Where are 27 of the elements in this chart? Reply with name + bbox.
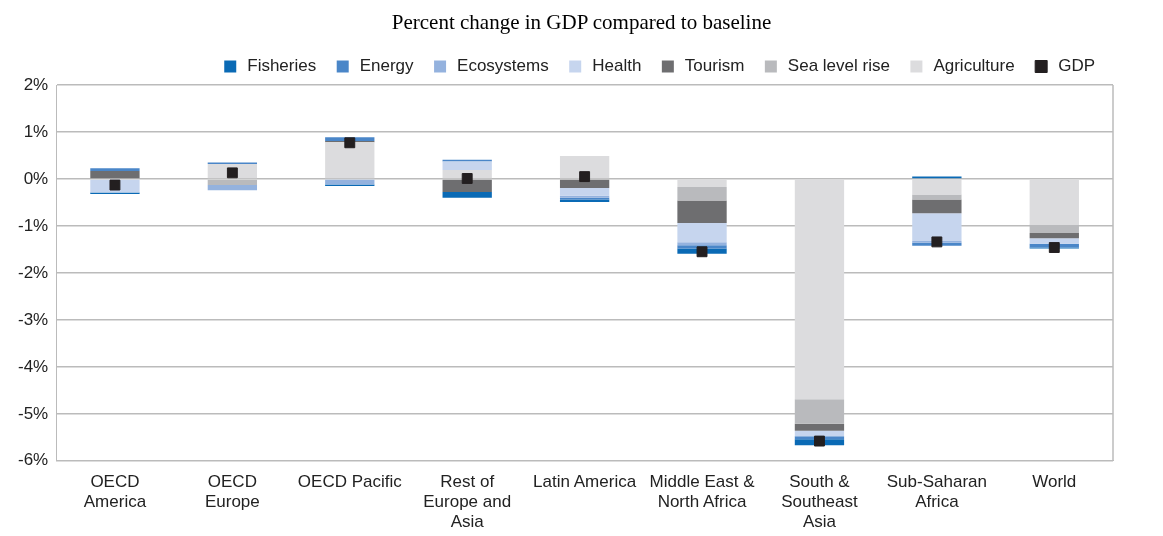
y-tick-label: -6%: [18, 450, 49, 470]
legend-label: Health: [592, 56, 642, 76]
legend-label: Fisheries: [247, 56, 317, 76]
y-tick-label: 2%: [23, 74, 49, 94]
x-tick-label: Sub-Saharan Africa: [886, 471, 987, 512]
y-tick-label: -1%: [18, 215, 49, 235]
chart-title: Percent change in GDP compared to baseline: [390, 10, 773, 36]
legend-label: Agriculture: [933, 56, 1015, 76]
y-tick-label: -4%: [18, 356, 49, 376]
y-tick-label: 0%: [23, 168, 49, 188]
y-tick-label: -5%: [18, 403, 49, 423]
y-tick-label: 1%: [23, 121, 49, 141]
x-tick-label: Middle East & North Africa: [649, 471, 756, 512]
legend-label: Energy: [359, 56, 415, 76]
legend-label: Sea level rise: [787, 56, 890, 76]
legend-label: Tourism: [684, 56, 745, 76]
x-tick-label: World: [1032, 471, 1077, 491]
x-tick-label: OECD America: [83, 471, 147, 512]
x-tick-label: South & Southeast Asia: [781, 471, 859, 532]
y-tick-label: -3%: [18, 309, 49, 329]
x-tick-label: Latin America: [533, 471, 637, 491]
legend-label: Ecosystems: [457, 56, 549, 76]
x-tick-label: OECD Pacific: [297, 471, 403, 491]
x-tick-label: Rest of Europe and Asia: [423, 471, 512, 532]
x-tick-label: OECD Europe: [204, 471, 260, 512]
y-tick-label: -2%: [18, 262, 49, 282]
legend-label: GDP: [1058, 56, 1095, 76]
